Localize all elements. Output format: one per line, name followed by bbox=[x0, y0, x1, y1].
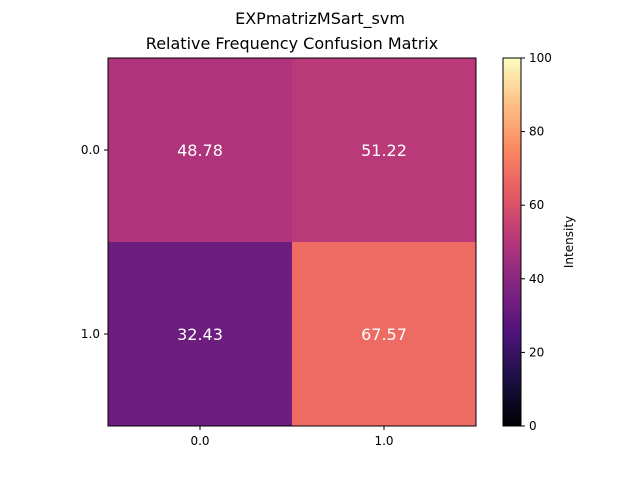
cell-value-label: 32.43 bbox=[177, 325, 223, 344]
heatmap-cells: 48.78 51.22 32.43 67.57 bbox=[108, 58, 476, 426]
colorbar bbox=[502, 57, 522, 427]
y-tick-label: 1.0 bbox=[81, 327, 100, 341]
cell-value-label: 48.78 bbox=[177, 141, 223, 160]
colorbar-tick-label: 80 bbox=[529, 125, 544, 139]
colorbar-label: Intensity bbox=[562, 216, 576, 268]
heatmap-cell-0-0 bbox=[108, 58, 292, 242]
heatmap-cell-1-0 bbox=[108, 242, 292, 426]
y-tick-label: 0.0 bbox=[81, 143, 100, 157]
x-tick-label: 0.0 bbox=[190, 434, 209, 448]
colorbar-ticks: 0 20 40 60 80 100 bbox=[521, 51, 552, 433]
colorbar-tick-label: 0 bbox=[529, 419, 537, 433]
heatmap-cell-1-1 bbox=[292, 242, 476, 426]
heatmap-cell-0-1 bbox=[292, 58, 476, 242]
chart-suptitle: EXPmatrizMSart_svm bbox=[235, 9, 405, 29]
chart-title: Relative Frequency Confusion Matrix bbox=[146, 34, 438, 53]
colorbar-tick-label: 20 bbox=[529, 345, 544, 359]
colorbar-tick-label: 60 bbox=[529, 198, 544, 212]
x-tick-label: 1.0 bbox=[374, 434, 393, 448]
plot-frame bbox=[107, 57, 477, 427]
colorbar-tick-label: 100 bbox=[529, 51, 552, 65]
cell-value-label: 51.22 bbox=[361, 141, 407, 160]
cell-value-label: 67.57 bbox=[361, 325, 407, 344]
colorbar-tick-label: 40 bbox=[529, 272, 544, 286]
y-axis-ticks: 0.0 1.0 bbox=[81, 143, 108, 341]
x-axis-ticks: 0.0 1.0 bbox=[190, 426, 394, 448]
